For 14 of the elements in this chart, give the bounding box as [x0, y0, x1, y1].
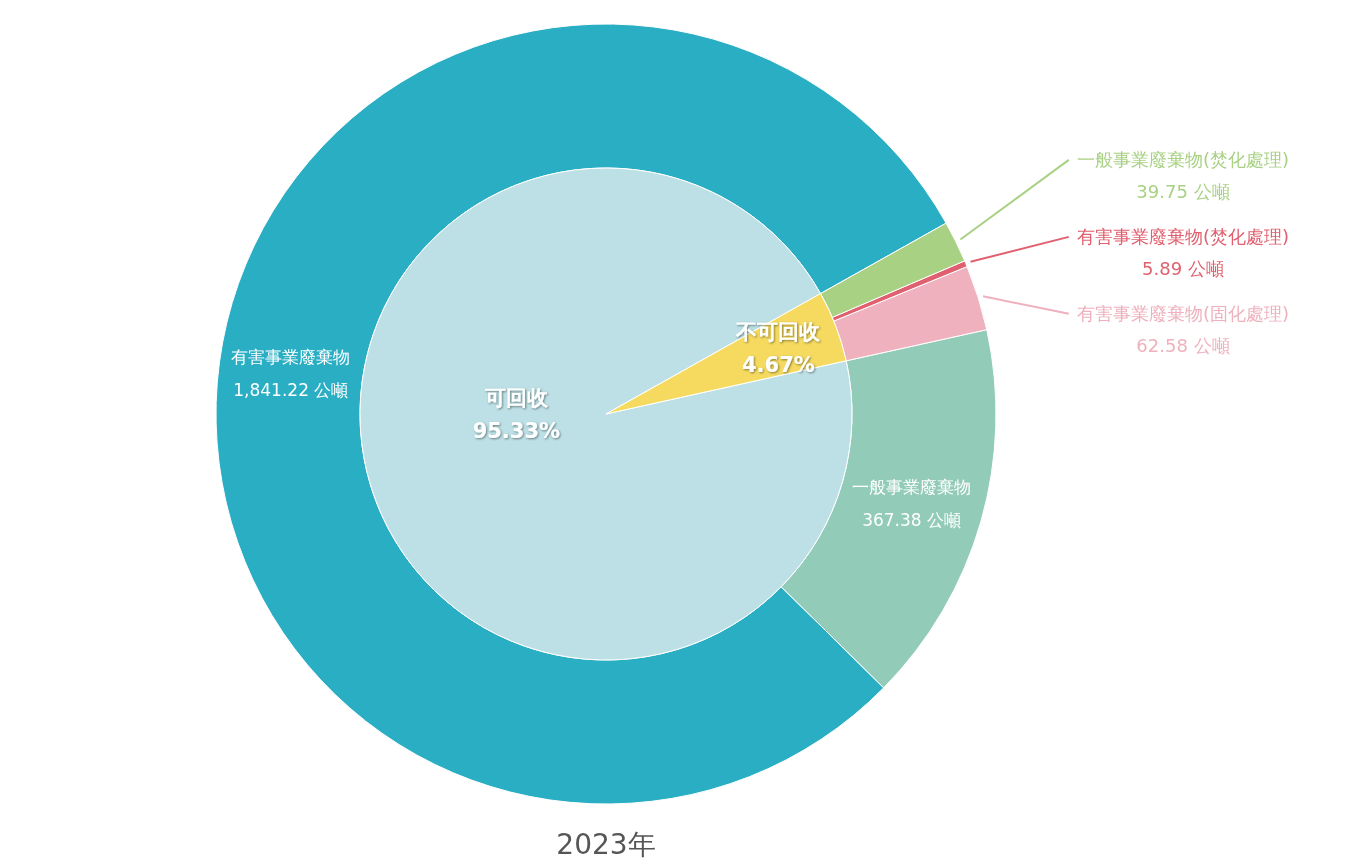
data-label: 4.67%: [741, 353, 815, 378]
slice-label: 有害事業廢棄物(焚化處理): [1076, 225, 1290, 247]
slice-label: 一般事業廢棄物(焚化處理): [1076, 148, 1290, 170]
slice-label: 可回收: [483, 386, 549, 410]
data-label: 39.75 公噸: [1136, 180, 1230, 202]
data-label: 95.33%: [472, 419, 561, 443]
data-label: 5.89 公噸: [1142, 257, 1224, 279]
slice-label: 一般事業廢棄物: [852, 476, 972, 497]
data-label: 367.38 公噸: [862, 509, 962, 530]
data-label: 62.58 公噸: [1136, 334, 1230, 356]
slice-label: 有害事業廢棄物: [231, 346, 351, 367]
text: 2023年: [556, 828, 656, 861]
slice-label: 有害事業廢棄物(固化處理): [1076, 302, 1290, 324]
data-label: 1,841.22 公噸: [233, 379, 349, 400]
